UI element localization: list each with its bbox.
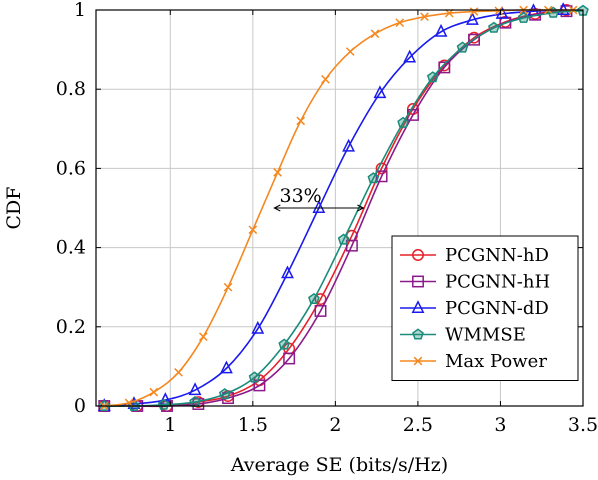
data-point [465, 12, 479, 25]
legend-label: Max Power [445, 351, 547, 372]
y-tick-label: 0.2 [56, 316, 86, 338]
data-point [403, 49, 417, 63]
y-tick-label: 1 [74, 0, 86, 21]
data-point [278, 338, 291, 350]
data-point [420, 12, 429, 22]
data-point [273, 168, 282, 177]
data-point [434, 23, 448, 37]
legend-marker [412, 249, 424, 261]
data-point [198, 332, 208, 342]
data-point [488, 21, 500, 33]
plot-frame [95, 9, 584, 407]
data-point [395, 18, 405, 28]
data-point [296, 116, 306, 126]
data-point [456, 41, 469, 53]
annotation: 33% [273, 185, 365, 212]
data-point [124, 398, 134, 408]
legend-marker [412, 328, 424, 340]
legend-entry: PCGNN-hD [400, 245, 549, 266]
data-point [494, 6, 504, 16]
data-point [495, 6, 509, 19]
data-point [367, 172, 380, 184]
data-point [281, 265, 294, 279]
series-max-power [99, 5, 578, 411]
data-point [517, 11, 530, 23]
data-point [223, 282, 233, 292]
annotation-layer: 33% [273, 185, 365, 212]
data-point [342, 138, 355, 152]
data-point [188, 382, 202, 396]
legend-label: PCGNN-hH [445, 272, 550, 293]
data-point [174, 368, 183, 377]
x-tick-label: 1.5 [238, 414, 268, 436]
legend-label: PCGNN-dD [445, 298, 549, 319]
series-line [104, 9, 584, 407]
y-tick-label: 0.4 [56, 237, 86, 259]
data-point [556, 2, 570, 15]
arrow-head-left [273, 204, 281, 212]
data-point [345, 239, 358, 252]
tick-layer: 1 1.5 2 2.5 3 3.5 0 0.2 0.4 0.6 0.8 1 [56, 0, 598, 436]
data-point [373, 85, 387, 99]
data-point [397, 116, 409, 128]
legend-label: PCGNN-hD [445, 245, 549, 266]
y-tick-label: 0 [74, 395, 86, 417]
data-point [426, 71, 439, 83]
x-tick-label: 3.5 [568, 414, 598, 436]
data-point [314, 293, 327, 306]
data-point [468, 33, 480, 46]
legend-entry: Max Power [400, 351, 547, 372]
data-point [337, 233, 350, 245]
legend-entry: PCGNN-dD [400, 298, 549, 319]
annotation-label: 33% [279, 185, 321, 207]
data-point [370, 29, 380, 39]
x-tick-label: 3 [494, 414, 506, 436]
data-point [251, 320, 265, 334]
y-tick-label: 0.8 [56, 78, 86, 100]
series-line [104, 9, 564, 407]
data-point [149, 387, 159, 397]
data-point [375, 170, 388, 183]
data-point [220, 360, 233, 374]
data-point [314, 305, 327, 317]
x-tick-label: 2.5 [403, 414, 433, 436]
data-point [312, 200, 326, 213]
data-point [438, 61, 451, 74]
data-point [157, 398, 170, 410]
legend-entry: PCGNN-hH [400, 272, 550, 293]
y-tick-label: 0.6 [56, 157, 86, 179]
data-point [253, 379, 266, 392]
data-point [469, 7, 479, 16]
data-point [283, 352, 296, 365]
data-point [444, 8, 454, 18]
legend-label: WMMSE [445, 325, 526, 346]
data-point [248, 371, 261, 383]
legend-marker [411, 300, 425, 313]
x-tick-label: 1 [164, 414, 176, 436]
data-point [321, 74, 330, 84]
y-axis-title: CDF [3, 187, 25, 230]
legend-marker [412, 275, 424, 288]
arrow-head-right [357, 204, 365, 212]
data-point [248, 225, 258, 235]
legend-marker [413, 356, 423, 366]
data-point [218, 387, 231, 400]
x-axis-title: Average SE (bits/s/Hz) [230, 454, 448, 476]
data-point [345, 47, 355, 56]
x-tick-label: 2 [329, 414, 341, 436]
legend: PCGNN-hD PCGNN-hH PCGNN-dD WMMSE Max Power [391, 235, 579, 381]
data-point [308, 292, 320, 305]
legend-entry: WMMSE [400, 325, 526, 346]
